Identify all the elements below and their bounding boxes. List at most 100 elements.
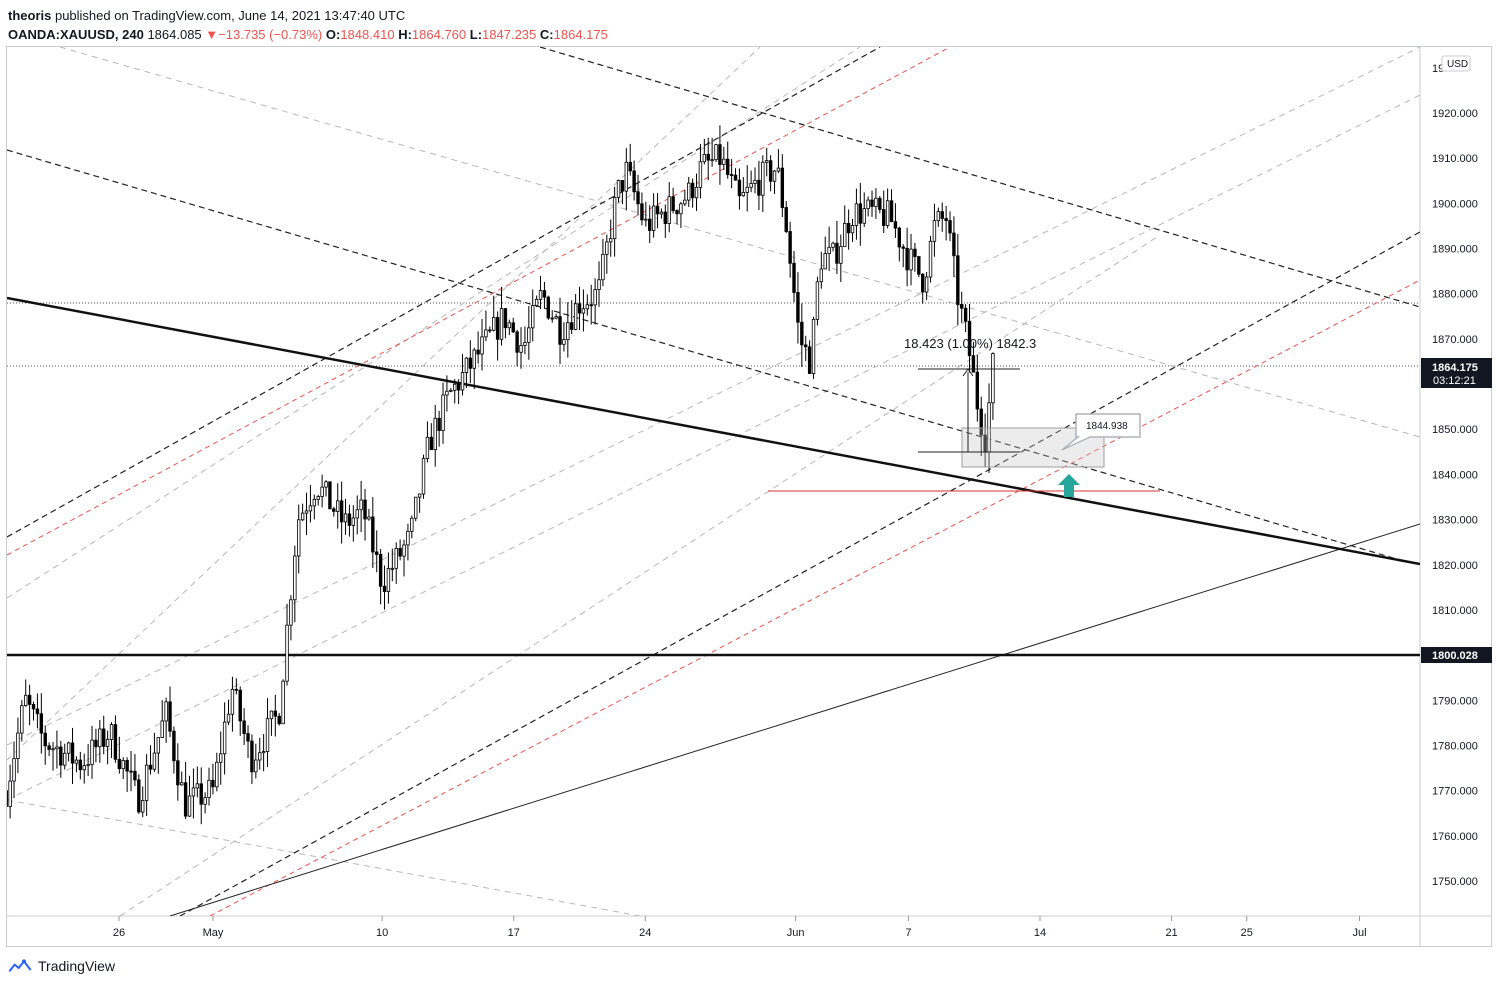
candle xyxy=(800,303,804,368)
candle xyxy=(952,216,956,277)
candle xyxy=(527,306,531,360)
time-tick-label: Jun xyxy=(787,927,805,939)
candle xyxy=(24,679,28,707)
candle xyxy=(492,295,496,332)
candle xyxy=(51,742,55,771)
candle xyxy=(254,743,258,779)
candle xyxy=(47,742,51,757)
candle xyxy=(74,756,79,773)
candle xyxy=(827,226,831,271)
candle xyxy=(453,379,457,404)
candle xyxy=(956,234,960,326)
author-name[interactable]: theoris xyxy=(8,8,52,23)
candle xyxy=(593,278,597,325)
candle xyxy=(129,750,133,792)
candle xyxy=(152,732,157,772)
candle xyxy=(772,169,777,195)
candle xyxy=(690,178,695,208)
candle xyxy=(222,702,227,775)
candle xyxy=(164,697,168,743)
candle xyxy=(308,484,313,523)
candle xyxy=(215,752,219,792)
price-change: −13.735 (−0.73%) xyxy=(218,27,323,42)
candle xyxy=(441,382,445,444)
candle xyxy=(917,256,921,278)
candle xyxy=(679,201,683,229)
candle xyxy=(534,295,539,308)
candle xyxy=(885,188,890,229)
candle xyxy=(456,379,461,405)
callout-bubble[interactable] xyxy=(1061,413,1141,451)
brand-name[interactable]: TradingView xyxy=(38,958,116,974)
up-arrow-icon[interactable] xyxy=(1058,474,1080,497)
last-price-tag-value: 1864.175 xyxy=(1432,362,1478,374)
candle xyxy=(831,241,835,252)
candle xyxy=(905,227,909,287)
candle xyxy=(648,205,652,243)
candle xyxy=(480,318,484,371)
red-channel-lines[interactable] xyxy=(7,47,1420,916)
candle xyxy=(359,480,363,533)
candle xyxy=(343,498,348,535)
price-tick-label: 1770.000 xyxy=(1432,786,1478,798)
candle xyxy=(425,421,430,463)
candle xyxy=(819,251,824,289)
price-tick-label: 1850.000 xyxy=(1432,424,1478,436)
currency-badge[interactable] xyxy=(1441,55,1471,72)
candle xyxy=(663,204,668,238)
candle xyxy=(203,792,207,814)
black-dashed-lines[interactable] xyxy=(7,47,1420,916)
candle xyxy=(683,189,687,207)
candle xyxy=(550,310,554,323)
candle xyxy=(932,203,937,257)
price-tick-label: 1830.000 xyxy=(1432,515,1478,527)
time-axis[interactable]: 26 May 10 17 24 Jun 7 14 21 25 Jul xyxy=(113,916,1367,939)
candle xyxy=(581,289,586,332)
open-label: O: xyxy=(325,27,341,42)
candle xyxy=(843,205,847,247)
low-label: L: xyxy=(469,27,483,42)
main-descending-trendline[interactable] xyxy=(7,296,1420,566)
candle xyxy=(336,483,340,529)
candle xyxy=(850,218,855,242)
candle xyxy=(31,701,36,721)
level-tag xyxy=(1421,647,1492,663)
candle xyxy=(936,207,941,227)
candle xyxy=(398,539,402,561)
candle xyxy=(39,693,44,754)
candle xyxy=(788,221,792,278)
candle xyxy=(870,190,874,217)
annotations: 18.423 (1.00%) 1842.3 1844.938 xyxy=(904,336,1141,497)
candle xyxy=(300,503,305,522)
grey-channel-lines[interactable] xyxy=(7,47,1420,916)
price-tick-label: 1840.000 xyxy=(1432,469,1478,481)
candle xyxy=(835,221,839,275)
candle xyxy=(8,764,12,819)
measure-label: 18.423 (1.00%) 1842.3 xyxy=(904,336,1036,351)
price-axis[interactable]: 1750.000 1760.000 1770.000 1780.000 1790.000… xyxy=(1432,63,1478,888)
candle xyxy=(538,275,543,310)
candle xyxy=(141,786,145,818)
candle xyxy=(70,727,75,785)
candle xyxy=(484,310,488,342)
candle xyxy=(944,206,948,241)
candle xyxy=(698,144,703,199)
candle xyxy=(94,728,98,763)
publish-info: published on TradingView.com, June 14, 2… xyxy=(54,8,406,23)
drawings-layer xyxy=(7,47,1420,916)
candle xyxy=(804,335,808,362)
rising-trendline[interactable] xyxy=(169,523,1420,916)
candle xyxy=(546,295,551,320)
candle xyxy=(332,506,336,517)
footer: TradingView xyxy=(8,958,115,974)
candle xyxy=(573,294,578,331)
candle xyxy=(531,289,535,342)
candle xyxy=(351,505,356,542)
price-tick-label: 1910.000 xyxy=(1432,153,1478,165)
candle xyxy=(991,352,995,420)
candle xyxy=(921,272,925,304)
measure-arrow-icon xyxy=(962,368,974,377)
candle xyxy=(78,751,83,780)
candle xyxy=(265,698,270,767)
